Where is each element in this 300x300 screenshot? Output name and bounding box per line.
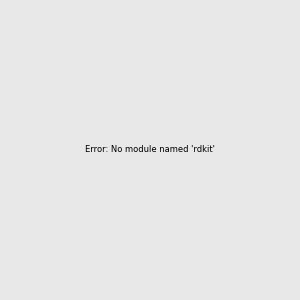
Text: Error: No module named 'rdkit': Error: No module named 'rdkit' <box>85 146 215 154</box>
